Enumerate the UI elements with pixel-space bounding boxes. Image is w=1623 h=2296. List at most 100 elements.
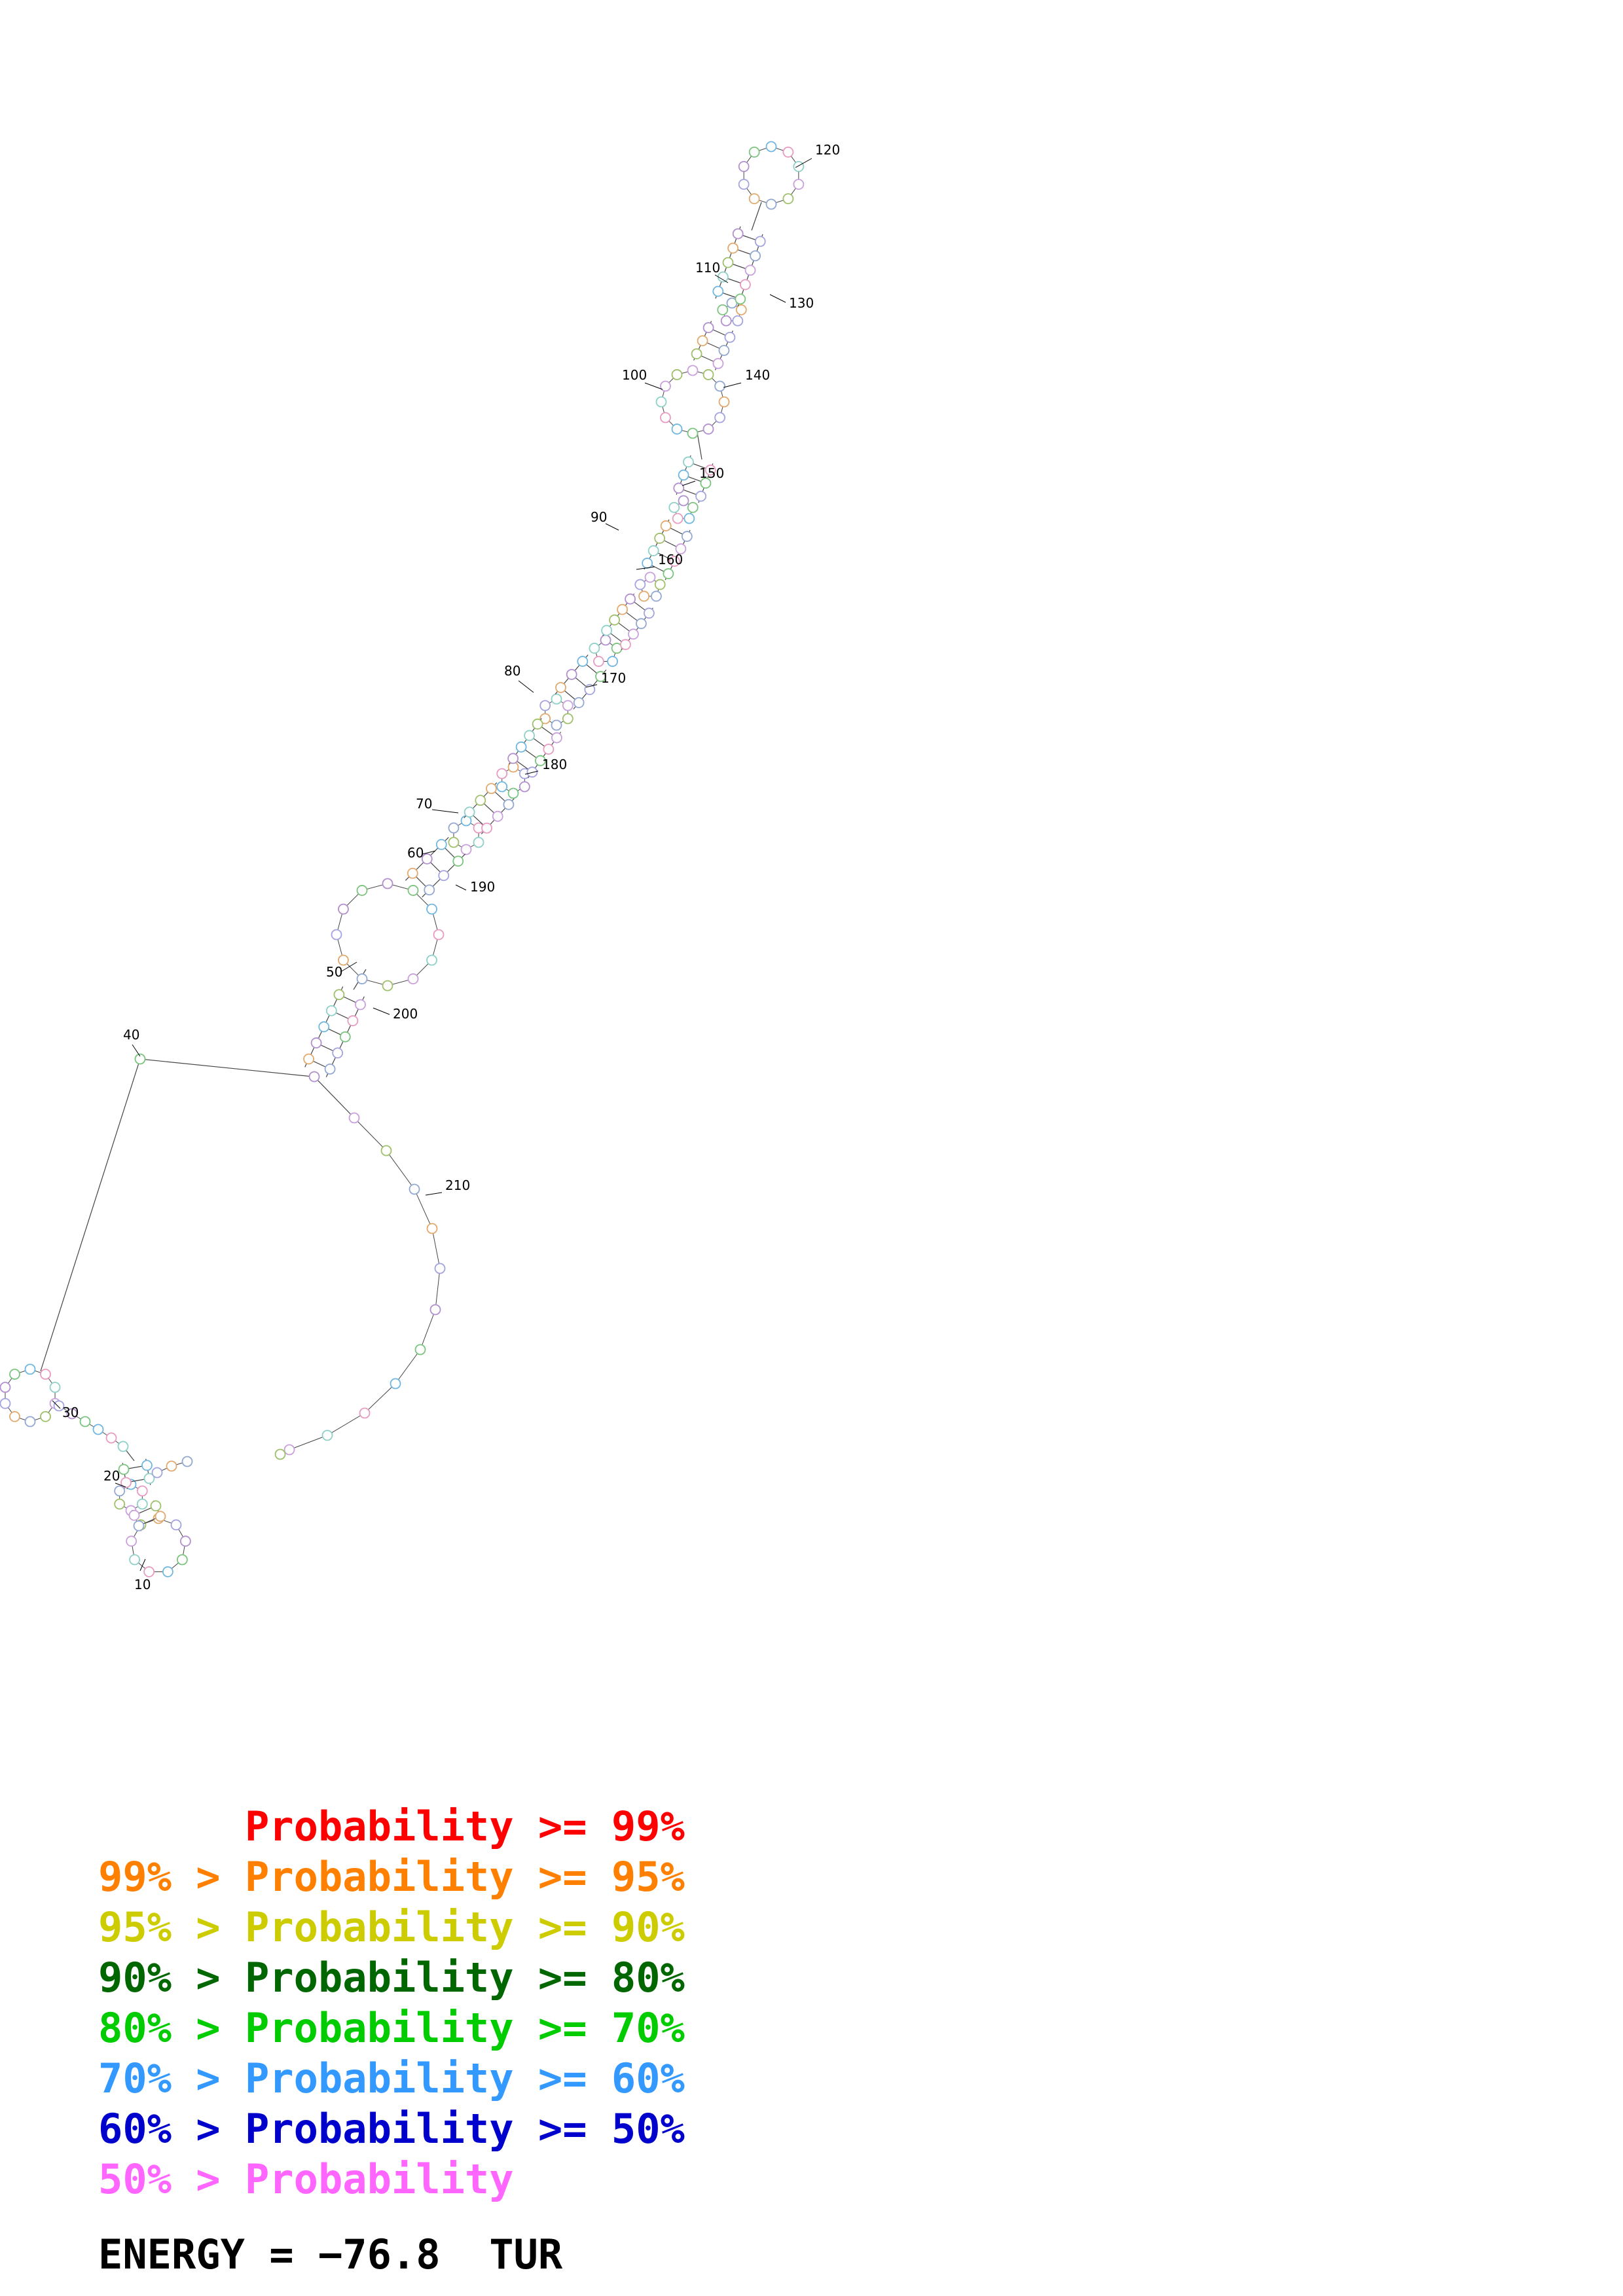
nucleotide xyxy=(654,533,666,544)
nucleotide xyxy=(543,744,555,755)
label-tick xyxy=(52,1400,61,1409)
nucleotide xyxy=(40,1369,51,1380)
nucleotide xyxy=(507,753,519,764)
loop xyxy=(448,815,484,855)
position-label-text: 20 xyxy=(103,1468,120,1484)
helix xyxy=(128,1500,166,1532)
position-label: 150 xyxy=(682,465,724,486)
nucleotide xyxy=(0,1397,11,1409)
nucleotide xyxy=(702,322,714,334)
loop xyxy=(539,693,574,731)
nucleotide xyxy=(642,558,653,569)
nucleotide xyxy=(609,614,620,626)
nucleotide xyxy=(143,1473,155,1484)
nucleotide xyxy=(678,495,689,507)
nucleotide xyxy=(534,755,546,766)
nucleotide xyxy=(727,242,739,254)
nucleotide xyxy=(765,198,777,210)
nucleotide xyxy=(636,618,647,630)
nucleotide xyxy=(573,697,585,708)
nucleotide xyxy=(744,264,756,276)
helix xyxy=(507,718,562,778)
nucleotide xyxy=(382,878,393,889)
position-label-text: 80 xyxy=(504,663,520,679)
nucleotide xyxy=(151,1467,163,1479)
position-label-text: 60 xyxy=(407,845,424,861)
nucleotide xyxy=(181,1456,193,1467)
nucleotide xyxy=(126,1535,137,1547)
legend-entry: 99% > Probability >= 95% xyxy=(98,1853,685,1901)
position-label-text: 150 xyxy=(699,465,724,481)
nucleotide xyxy=(551,693,562,705)
nucleotide xyxy=(702,369,714,380)
nucleotide xyxy=(283,1444,295,1456)
nucleotide xyxy=(0,1382,11,1393)
position-label-text: 160 xyxy=(658,552,683,567)
position-label-text: 40 xyxy=(123,1027,139,1043)
nucleotide xyxy=(433,929,445,941)
position-label-text: 100 xyxy=(622,367,647,383)
nucleotide xyxy=(496,781,508,793)
nucleotide xyxy=(754,236,766,247)
nucleotide xyxy=(748,147,760,158)
nucleotide xyxy=(672,512,684,524)
nucleotide xyxy=(748,193,760,204)
nucleotide xyxy=(407,885,419,896)
nucleotide xyxy=(617,603,628,615)
nucleotide xyxy=(668,501,680,513)
nucleotide xyxy=(128,1509,140,1521)
nucleotide xyxy=(684,512,695,524)
nucleotide xyxy=(114,1485,126,1497)
legend-entry: 70% > Probability >= 60% xyxy=(98,2054,685,2102)
nucleotide xyxy=(687,427,699,439)
position-label-text: 180 xyxy=(542,757,567,772)
energy-label: ENERGY = −76.8 TUR xyxy=(98,2231,563,2278)
nucleotide xyxy=(426,954,437,966)
nucleotide xyxy=(738,161,750,172)
position-label-text: 170 xyxy=(601,670,626,686)
nucleotide xyxy=(348,1112,360,1124)
nucleotide xyxy=(668,556,680,567)
nucleotide xyxy=(620,639,631,651)
nucleotide xyxy=(718,344,730,356)
label-tick xyxy=(605,523,619,531)
nucleotide xyxy=(53,1400,65,1412)
legend-entry: 95% > Probability >= 90% xyxy=(98,1903,685,1951)
helix xyxy=(464,782,515,834)
nucleotide xyxy=(660,380,671,392)
nucleotide xyxy=(593,656,604,667)
legend: Probability >= 99% 99% > Probability >= 9… xyxy=(98,1801,685,2204)
position-label-text: 130 xyxy=(789,295,814,311)
nucleotide xyxy=(118,1463,130,1475)
nucleotide xyxy=(683,456,694,468)
nucleotide xyxy=(435,838,447,850)
label-tick xyxy=(723,382,742,388)
nucleotide xyxy=(562,713,574,725)
nucleotide xyxy=(170,1519,182,1531)
label-tick xyxy=(585,684,598,688)
nucleotide xyxy=(735,304,747,315)
chain xyxy=(151,1456,193,1479)
nucleotide xyxy=(644,571,656,583)
nucleotide xyxy=(654,579,666,590)
helix xyxy=(303,986,366,1077)
loop xyxy=(738,141,805,210)
nucleotide xyxy=(625,593,636,605)
loop-outline xyxy=(131,1518,186,1572)
nucleotide xyxy=(687,501,699,513)
nucleotide xyxy=(162,1566,173,1577)
position-label-text: 200 xyxy=(393,1006,418,1022)
nucleotide xyxy=(647,545,659,556)
nucleotide xyxy=(566,669,577,680)
nucleotide xyxy=(673,482,685,494)
label-tick xyxy=(139,1558,146,1571)
position-label: 50 xyxy=(326,961,357,980)
chain xyxy=(53,1400,129,1452)
nucleotide xyxy=(722,257,734,268)
nucleotide xyxy=(332,1047,344,1059)
position-label: 90 xyxy=(591,509,619,531)
chain xyxy=(274,1112,446,1460)
position-label: 180 xyxy=(524,757,567,775)
label-tick xyxy=(455,884,467,891)
legend-entry: 50% > Probability xyxy=(98,2155,514,2203)
